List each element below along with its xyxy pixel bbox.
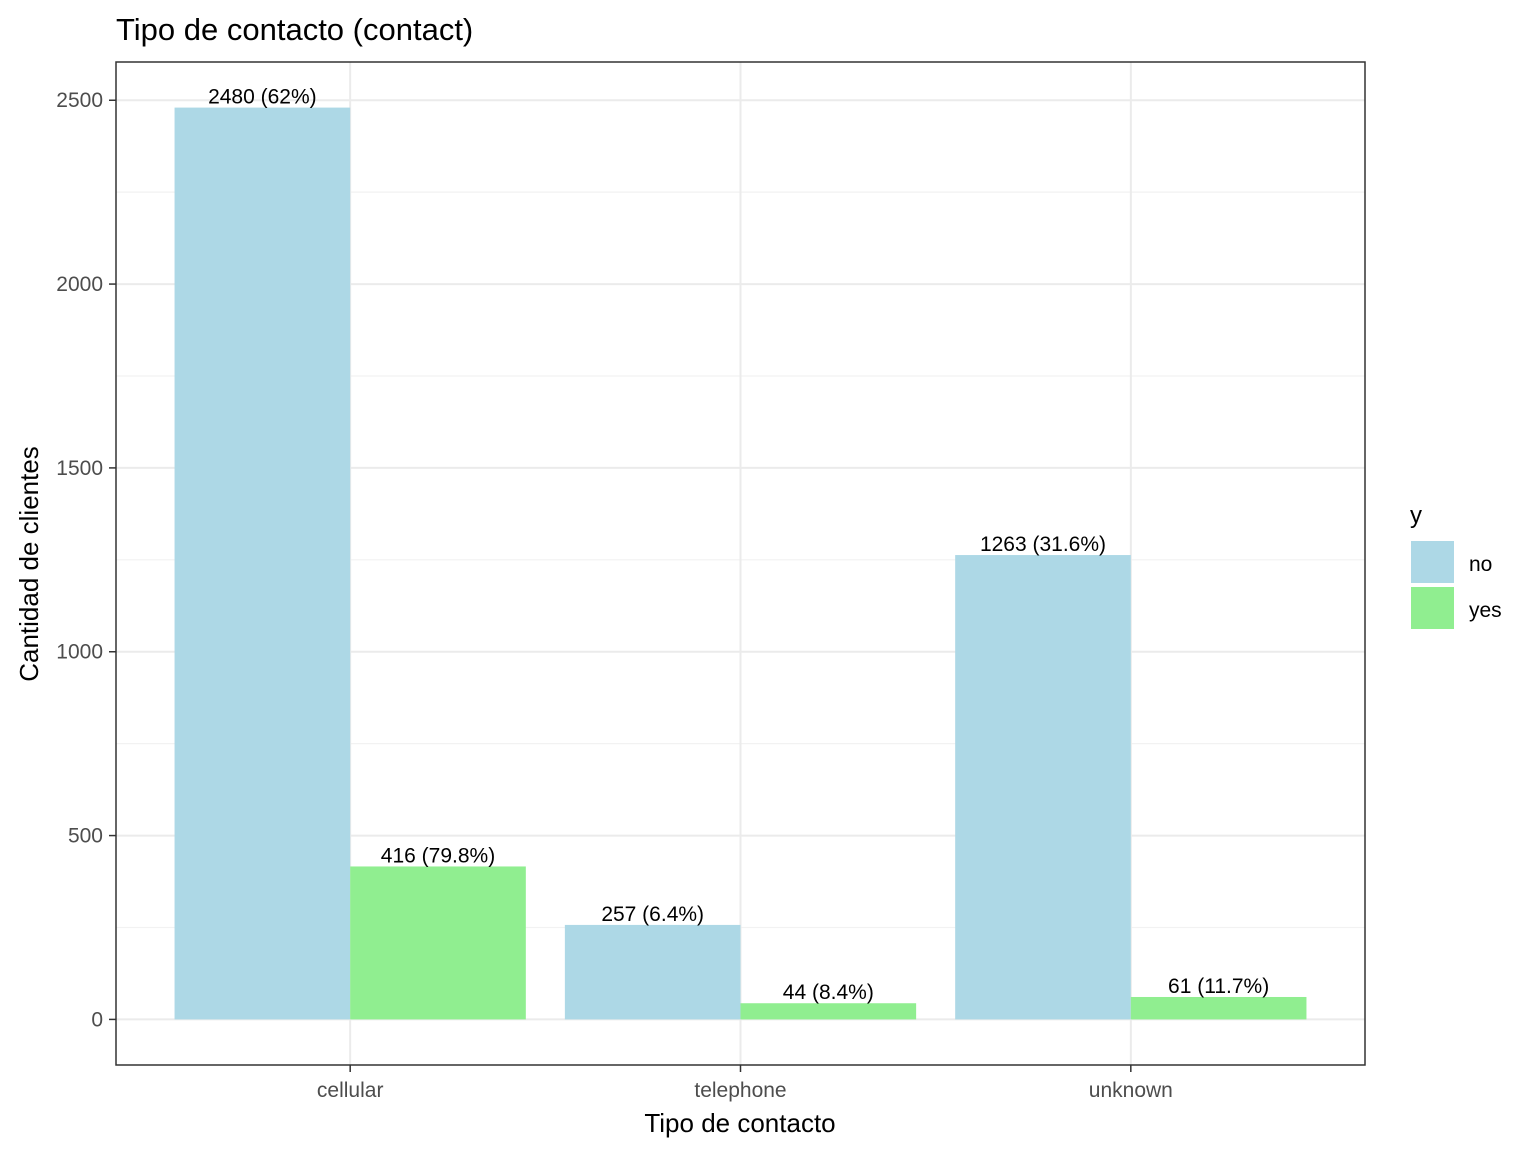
y-tick-label: 1500 <box>56 457 103 480</box>
bar-no-cellular <box>174 107 351 1020</box>
data-label: 2480 (62%) <box>208 86 317 109</box>
data-label: 44 (8.4%) <box>783 981 874 1004</box>
legend-label: yes <box>1469 599 1502 622</box>
legend-title: y <box>1410 502 1422 529</box>
legend: y no yes <box>1410 502 1502 629</box>
x-axis-title: Tipo de contacto <box>644 1108 835 1138</box>
bar-yes-unknown <box>1130 996 1307 1020</box>
chart-title: Tipo de contacto (contact) <box>116 12 473 47</box>
data-label: 1263 (31.6%) <box>980 533 1106 556</box>
bar-yes-telephone <box>740 1003 917 1020</box>
data-label: 61 (11.7%) <box>1168 975 1269 998</box>
y-tick-label: 2500 <box>56 89 103 112</box>
bar-yes-cellular <box>350 866 526 1020</box>
y-tick-label: 0 <box>91 1008 103 1031</box>
bar-no-unknown <box>955 555 1131 1020</box>
y-axis-title: Cantidad de clientes <box>14 446 44 682</box>
x-tick-label: unknown <box>1089 1079 1173 1102</box>
y-tick-label: 1000 <box>56 641 103 664</box>
x-tick-label: cellular <box>317 1079 384 1102</box>
bar-no-telephone <box>564 924 741 1020</box>
plot-area: 2480 (62%) 257 (6.4%) 1263 (31.6%) 416 (79.… <box>56 61 1366 1102</box>
legend-key-yes <box>1411 587 1454 629</box>
data-label: 257 (6.4%) <box>601 903 704 926</box>
x-tick-label: telephone <box>694 1079 786 1102</box>
legend-label: no <box>1469 553 1492 576</box>
data-label: 416 (79.8%) <box>381 844 495 867</box>
legend-key-no <box>1411 541 1454 583</box>
y-tick-label: 2000 <box>56 273 103 296</box>
y-tick-label: 500 <box>68 825 103 848</box>
